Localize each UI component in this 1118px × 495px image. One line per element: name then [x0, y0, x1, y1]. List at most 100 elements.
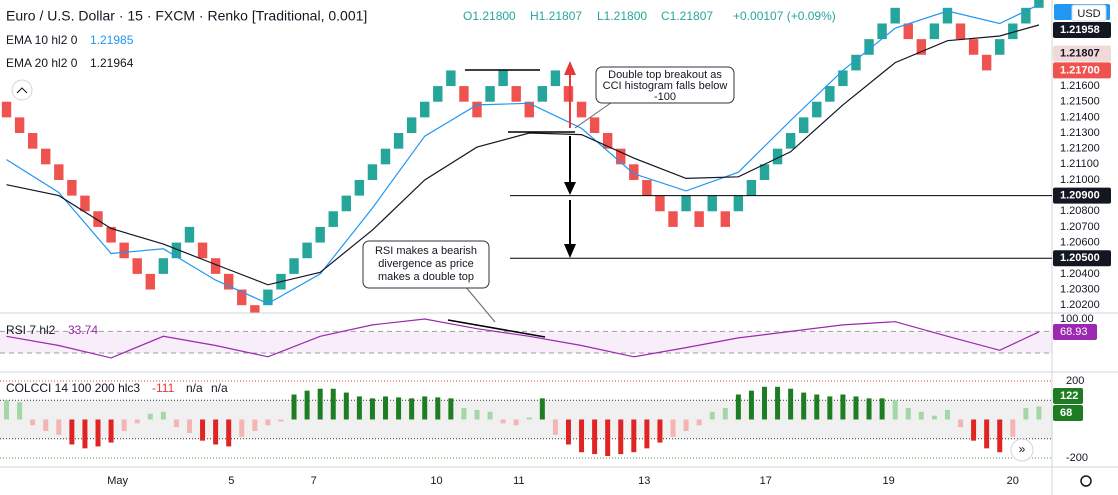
- cci-bar: [814, 394, 820, 420]
- cci-bar: [474, 409, 480, 420]
- ema-line: [6, 24, 1040, 286]
- cci-bar: [17, 402, 23, 420]
- y-tick-label: 1.20400: [1060, 268, 1100, 280]
- callout-pointer: [574, 99, 616, 129]
- cci-bar: [213, 419, 219, 445]
- renko-brick: [825, 86, 835, 102]
- cci-bar: [631, 419, 637, 453]
- renko-brick: [472, 101, 482, 118]
- renko-brick: [420, 101, 430, 118]
- renko-brick: [1008, 23, 1018, 40]
- renko-brick: [119, 242, 129, 259]
- renko-brick: [1034, 0, 1044, 8]
- renko-brick: [158, 258, 169, 274]
- renko-brick: [798, 117, 809, 134]
- cci-badge: [1053, 405, 1083, 421]
- renko-brick: [80, 195, 90, 212]
- cci-bar: [160, 411, 166, 420]
- cci-bar: [500, 419, 506, 424]
- y-tick-label: 1.21400: [1060, 111, 1100, 123]
- price-badge: [1053, 45, 1111, 62]
- pane-value: -111: [152, 381, 175, 395]
- renko-brick: [433, 86, 443, 102]
- cci-bar: [552, 419, 558, 435]
- renko-brick: [890, 7, 900, 24]
- scroll-button[interactable]: [1010, 438, 1034, 462]
- cci-bar: [827, 396, 833, 420]
- cci-bar: [69, 419, 75, 445]
- cci-bar: [735, 394, 741, 420]
- legend-name: EMA 10 hl2 0: [6, 33, 78, 47]
- renko-brick: [746, 179, 757, 196]
- renko-brick: [367, 164, 378, 180]
- cci-bar: [43, 419, 49, 432]
- cci-bar: [657, 419, 663, 443]
- cci-bar: [461, 407, 467, 420]
- renko-brick: [602, 133, 613, 149]
- cci-bar: [761, 386, 767, 420]
- renko-brick: [197, 242, 208, 259]
- cci-bar: [892, 400, 898, 420]
- ohlc-change: +0.00107 (+0.09%): [733, 9, 836, 23]
- level-badge: [1053, 250, 1111, 267]
- cci-bar: [1023, 407, 1029, 420]
- cci-bar: [121, 419, 127, 432]
- cci-bar: [186, 419, 192, 433]
- rsi-line: [6, 318, 1040, 359]
- renko-brick: [995, 39, 1005, 55]
- renko-brick: [54, 164, 64, 180]
- cci-bar: [330, 388, 336, 420]
- rsi-pane: [0, 318, 1052, 359]
- cci-bar: [984, 419, 990, 449]
- currency-button[interactable]: [1071, 4, 1107, 22]
- renko-brick: [694, 211, 704, 227]
- renko-brick: [184, 226, 195, 243]
- settings-button[interactable]: [1080, 475, 1092, 487]
- renko-brick: [812, 101, 822, 118]
- cci-badge-label: 122: [1060, 390, 1078, 402]
- up-arrow-head: [564, 61, 576, 75]
- renko-brick: [616, 148, 626, 165]
- cci-bar: [56, 419, 62, 435]
- cci-bar: [775, 386, 781, 420]
- cci-bar: [278, 419, 284, 422]
- level-badge-label: 1.20500: [1060, 252, 1100, 264]
- y-tick-label: 200: [1066, 375, 1084, 387]
- renko-brick: [93, 211, 103, 227]
- price-badge: [1053, 62, 1111, 79]
- price-pane: [1, 0, 1044, 313]
- ohlc-close: C1.21807: [661, 9, 713, 23]
- renko-brick: [681, 195, 691, 212]
- renko-brick: [903, 23, 913, 40]
- x-tick-label: May: [107, 475, 128, 487]
- renko-brick: [27, 133, 38, 149]
- renko-brick: [14, 117, 25, 134]
- x-tick-label: 17: [760, 475, 772, 487]
- renko-brick: [916, 39, 927, 55]
- level-badge: [1053, 187, 1111, 204]
- renko-brick: [877, 23, 887, 40]
- x-tick-label: 19: [883, 475, 895, 487]
- renko-brick: [981, 54, 992, 71]
- x-tick-label: 13: [638, 475, 650, 487]
- callout-text: Double top breakout as: [608, 69, 722, 81]
- y-tick-label: 1.21000: [1060, 174, 1100, 186]
- renko-brick: [341, 195, 352, 212]
- cci-bar: [605, 419, 611, 457]
- cci-bar: [788, 388, 794, 420]
- pane-value: 33.74: [68, 323, 98, 337]
- cci-bar: [722, 407, 728, 420]
- cci-bar: [291, 394, 297, 420]
- cci-bar: [356, 396, 362, 420]
- cci-bar: [1010, 419, 1016, 437]
- collapse-button[interactable]: [11, 79, 33, 101]
- renko-brick: [929, 23, 940, 40]
- renko-brick: [629, 164, 639, 180]
- price-badge-label: 1.21958: [1060, 24, 1100, 36]
- cci-bar: [592, 419, 598, 455]
- y-tick-label: 1.20600: [1060, 236, 1100, 248]
- renko-brick: [328, 211, 338, 227]
- x-tick-label: 10: [430, 475, 442, 487]
- collapse-icon: [16, 87, 28, 94]
